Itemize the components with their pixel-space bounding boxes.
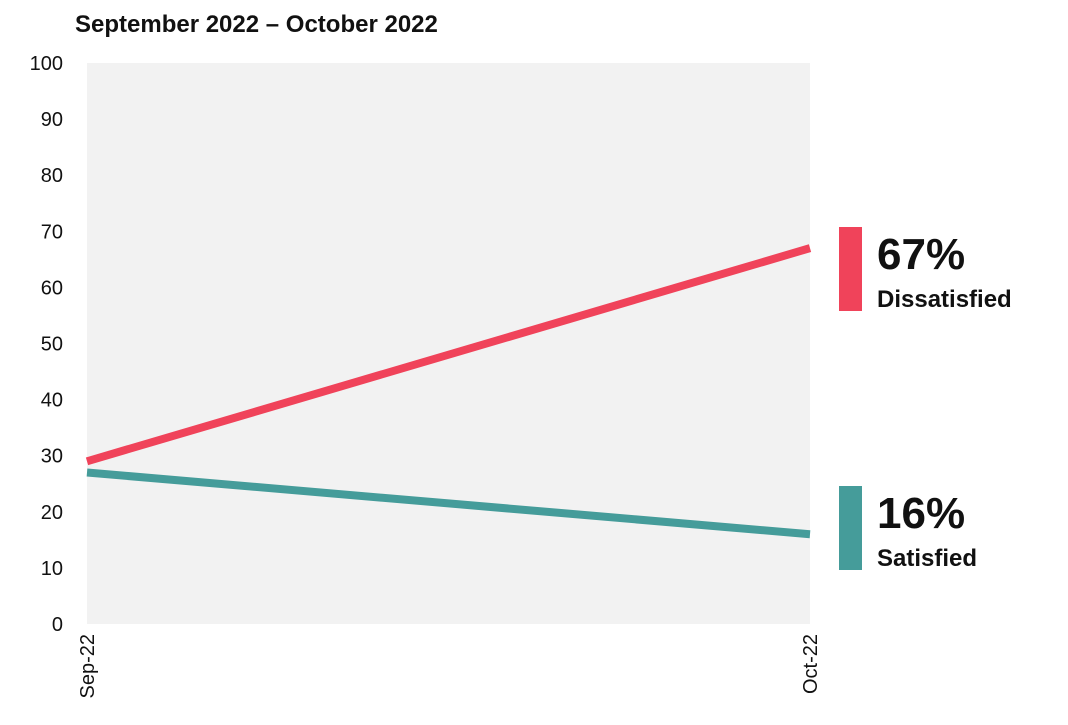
chart-title: September 2022 – October 2022 [75, 11, 438, 38]
x-tick-label: Oct-22 [800, 634, 822, 694]
y-tick-label: 70 [41, 221, 63, 243]
y-tick-label: 10 [41, 558, 63, 580]
legend-label: Dissatisfied [877, 286, 1012, 313]
label-bar [839, 486, 862, 570]
y-tick-label: 40 [41, 390, 63, 412]
label-bar [839, 227, 862, 311]
y-tick-label: 60 [41, 277, 63, 299]
y-tick-label: 20 [41, 502, 63, 524]
y-tick-label: 100 [30, 53, 63, 75]
plot-background [87, 63, 810, 624]
x-tick-label: Sep-22 [77, 634, 99, 699]
y-tick-label: 30 [41, 446, 63, 468]
y-tick-label: 90 [41, 109, 63, 131]
y-tick-label: 80 [41, 165, 63, 187]
y-tick-label: 0 [52, 614, 63, 636]
value-label: 67% [877, 230, 965, 279]
line [85, 244, 812, 466]
y-tick-label: 50 [41, 334, 63, 356]
value-label: 16% [877, 489, 965, 538]
legend-label: Satisfied [877, 545, 977, 572]
line [86, 468, 811, 539]
